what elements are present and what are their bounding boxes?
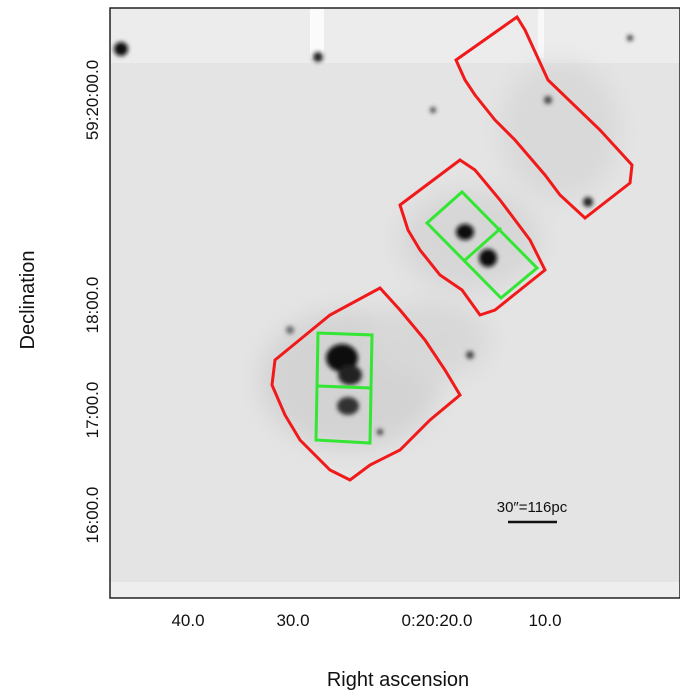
- red-regions: [270, 14, 634, 482]
- y-axis: 59:20:00.0 18:00.0 17:00.0 16:00.0 Decli…: [17, 60, 102, 544]
- x-tick-label: 40.0: [171, 611, 204, 630]
- x-tick-label: 0:20:20.0: [402, 611, 473, 630]
- bright-sources: [114, 35, 633, 435]
- x-axis-title: Right ascension: [327, 669, 469, 691]
- y-tick-label: 18:00.0: [83, 277, 102, 334]
- x-tick-label: 10.0: [528, 611, 561, 630]
- image-strip: [110, 582, 680, 598]
- y-tick-label: 16:00.0: [83, 487, 102, 544]
- y-tick-label: 17:00.0: [83, 382, 102, 439]
- image-artifact: [538, 8, 544, 58]
- scale-bar: 30″=116pc: [497, 499, 568, 524]
- scale-bar-label: 30″=116pc: [497, 499, 568, 516]
- y-axis-title: Declination: [17, 251, 39, 350]
- x-tick-label: 30.0: [276, 611, 309, 630]
- x-axis: 40.0 30.0 0:20:20.0 10.0 Right ascension: [171, 611, 561, 691]
- plot-frame: [109, 7, 680, 599]
- image-artifact: [310, 8, 324, 58]
- image-strip: [110, 8, 680, 63]
- y-tick-label: 59:20:00.0: [83, 60, 102, 140]
- green-regions: [314, 189, 540, 445]
- sky-image: [109, 7, 680, 599]
